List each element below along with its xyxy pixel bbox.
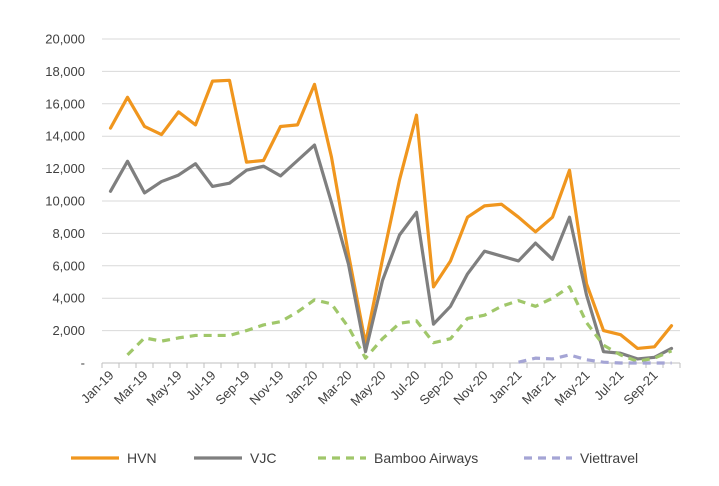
- legend-label: VJC: [250, 450, 276, 466]
- legend-label: Bamboo Airways: [374, 450, 478, 466]
- y-tick-label: 18,000: [45, 64, 85, 79]
- gridlines: [102, 38, 680, 332]
- x-tick-label: May-21: [551, 368, 592, 409]
- series-line-hvn: [108, 78, 674, 351]
- axes: [101, 362, 681, 368]
- y-tick-label: -: [81, 356, 85, 371]
- series-line-viettravel: [518, 353, 672, 365]
- x-tick-label: May-20: [347, 368, 388, 409]
- y-axis-ticks: - 2,000 4,000 6,000 8,000 10,000 12,000 14,000 1…: [45, 32, 85, 371]
- legend: HVN VJC Bamboo Airways Viettravel: [71, 450, 638, 466]
- y-tick-label: 6,000: [52, 258, 85, 273]
- x-tick-label: Jan-20: [282, 368, 321, 407]
- x-tick-label: Jan-19: [78, 368, 117, 407]
- y-tick-label: 16,000: [45, 96, 85, 111]
- y-tick-label: 4,000: [52, 291, 85, 306]
- y-tick-label: 14,000: [45, 129, 85, 144]
- series-lines: [108, 78, 674, 365]
- x-tick-label: Nov-19: [246, 368, 286, 408]
- y-tick-label: 10,000: [45, 194, 85, 209]
- series-line-vjc: [108, 143, 674, 361]
- x-tick-label: Mar-21: [519, 368, 559, 408]
- x-tick-label: Mar-20: [315, 368, 355, 408]
- y-tick-label: 12,000: [45, 161, 85, 176]
- x-tick-label: Mar-19: [111, 368, 151, 408]
- x-tick-label: Sep-20: [416, 368, 456, 408]
- x-tick-label: Sep-19: [212, 368, 252, 408]
- x-tick-label: Sep-21: [620, 368, 660, 408]
- y-tick-label: 2,000: [52, 323, 85, 338]
- y-tick-label: 8,000: [52, 226, 85, 241]
- y-tick-label: 20,000: [45, 32, 85, 47]
- x-tick-label: Jan-21: [486, 368, 525, 407]
- series-line-bamboo-airways: [126, 285, 673, 363]
- legend-label: Viettravel: [580, 450, 638, 466]
- x-tick-label: May-19: [143, 368, 184, 409]
- x-tick-label: Nov-20: [450, 368, 490, 408]
- x-axis-ticks: Jan-19Mar-19May-19Jul-19Sep-19Nov-19Jan-…: [78, 368, 661, 409]
- legend-label: HVN: [127, 450, 157, 466]
